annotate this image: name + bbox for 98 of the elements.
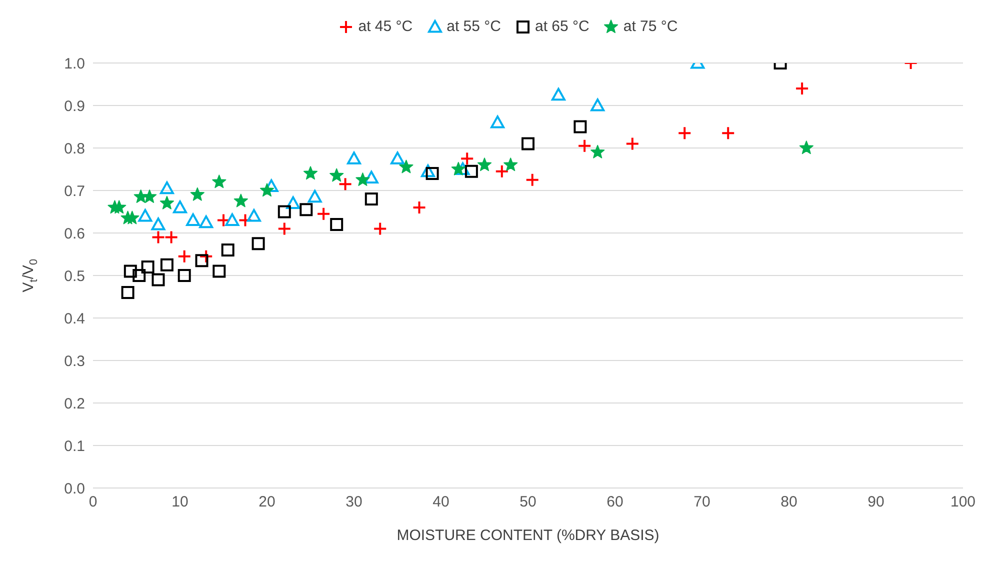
point	[178, 269, 191, 282]
point	[141, 260, 154, 274]
point	[246, 209, 261, 222]
legend-label: at 75 °C	[622, 18, 678, 35]
point	[160, 196, 174, 210]
point	[373, 222, 388, 236]
point	[303, 166, 318, 180]
point	[551, 88, 566, 101]
point	[364, 170, 378, 184]
point	[356, 172, 370, 186]
point	[316, 206, 331, 221]
point	[420, 164, 435, 178]
y-tick-label: 0.9	[64, 98, 85, 115]
legend-label: at 55 °C	[446, 18, 501, 35]
point	[504, 158, 518, 172]
point	[308, 190, 322, 203]
x-tick-label: 40	[432, 494, 450, 511]
x-axis-title: MOISTURE CONTENT (%DRY BASIS)	[396, 527, 660, 544]
point	[173, 200, 187, 214]
point	[460, 152, 474, 166]
point	[260, 183, 274, 197]
point	[221, 244, 234, 256]
point	[138, 209, 152, 222]
point	[160, 258, 174, 272]
point	[252, 237, 265, 250]
point	[494, 164, 509, 178]
point	[799, 140, 814, 154]
point	[121, 286, 134, 299]
point	[578, 138, 592, 153]
point	[112, 200, 126, 214]
point	[330, 218, 344, 231]
legend-label: at 45 °C	[357, 18, 413, 35]
y-tick-label: 0.2	[64, 395, 85, 412]
point	[451, 162, 466, 176]
x-tick-label: 30	[346, 494, 362, 511]
y-tick-label: 1.0	[64, 55, 85, 72]
point	[300, 203, 313, 216]
point	[525, 172, 540, 187]
x-tick-label: 100	[950, 494, 976, 511]
point	[678, 126, 692, 140]
point	[151, 230, 166, 244]
y-tick-label: 0.3	[64, 352, 85, 370]
point	[278, 205, 291, 218]
y-tick-label: 0.1	[64, 438, 85, 455]
point	[238, 213, 252, 228]
point	[216, 213, 230, 228]
point	[164, 230, 178, 244]
point	[412, 200, 426, 214]
point	[574, 120, 587, 134]
point	[522, 137, 534, 150]
x-tick-label: 50	[520, 494, 536, 511]
x-tick-label: 20	[258, 494, 276, 511]
point	[347, 152, 361, 164]
x-tick-label: 10	[172, 494, 188, 511]
y-tick-label: 0.0	[64, 480, 85, 498]
point	[142, 189, 157, 203]
y-tick-label: 0.7	[64, 182, 85, 200]
y-tick-label: 0.8	[64, 140, 85, 158]
point	[186, 213, 200, 226]
point	[190, 187, 204, 201]
y-tick-label: 0.4	[64, 310, 85, 328]
point	[277, 222, 292, 236]
point	[399, 160, 414, 174]
point	[338, 177, 352, 192]
point	[795, 82, 810, 96]
point	[330, 168, 344, 182]
point	[625, 136, 640, 151]
x-tick-label: 70	[694, 494, 710, 511]
y-tick-label: 0.6	[64, 225, 85, 242]
point	[225, 213, 240, 226]
point	[199, 249, 214, 264]
point	[426, 167, 439, 180]
point	[124, 264, 137, 278]
point	[590, 144, 605, 158]
point	[590, 98, 605, 112]
point	[132, 269, 146, 282]
x-tick-label: 80	[780, 494, 798, 511]
point	[160, 181, 174, 194]
x-tick-label: 90	[868, 494, 884, 511]
x-tick-label: 0	[88, 494, 98, 511]
point	[390, 152, 404, 164]
point	[477, 158, 492, 172]
point	[212, 174, 226, 188]
point	[721, 126, 736, 140]
point	[212, 264, 226, 278]
point	[364, 192, 378, 206]
point	[177, 249, 192, 264]
point	[195, 254, 208, 268]
y-tick-label: 0.5	[64, 268, 85, 285]
x-tick-label: 60	[606, 494, 624, 511]
point	[464, 164, 478, 178]
legend-label: at 65 °C	[534, 18, 590, 35]
point	[152, 273, 165, 286]
point	[199, 215, 214, 228]
point	[490, 116, 505, 128]
point	[151, 218, 166, 230]
point	[286, 196, 300, 210]
point	[234, 194, 248, 208]
